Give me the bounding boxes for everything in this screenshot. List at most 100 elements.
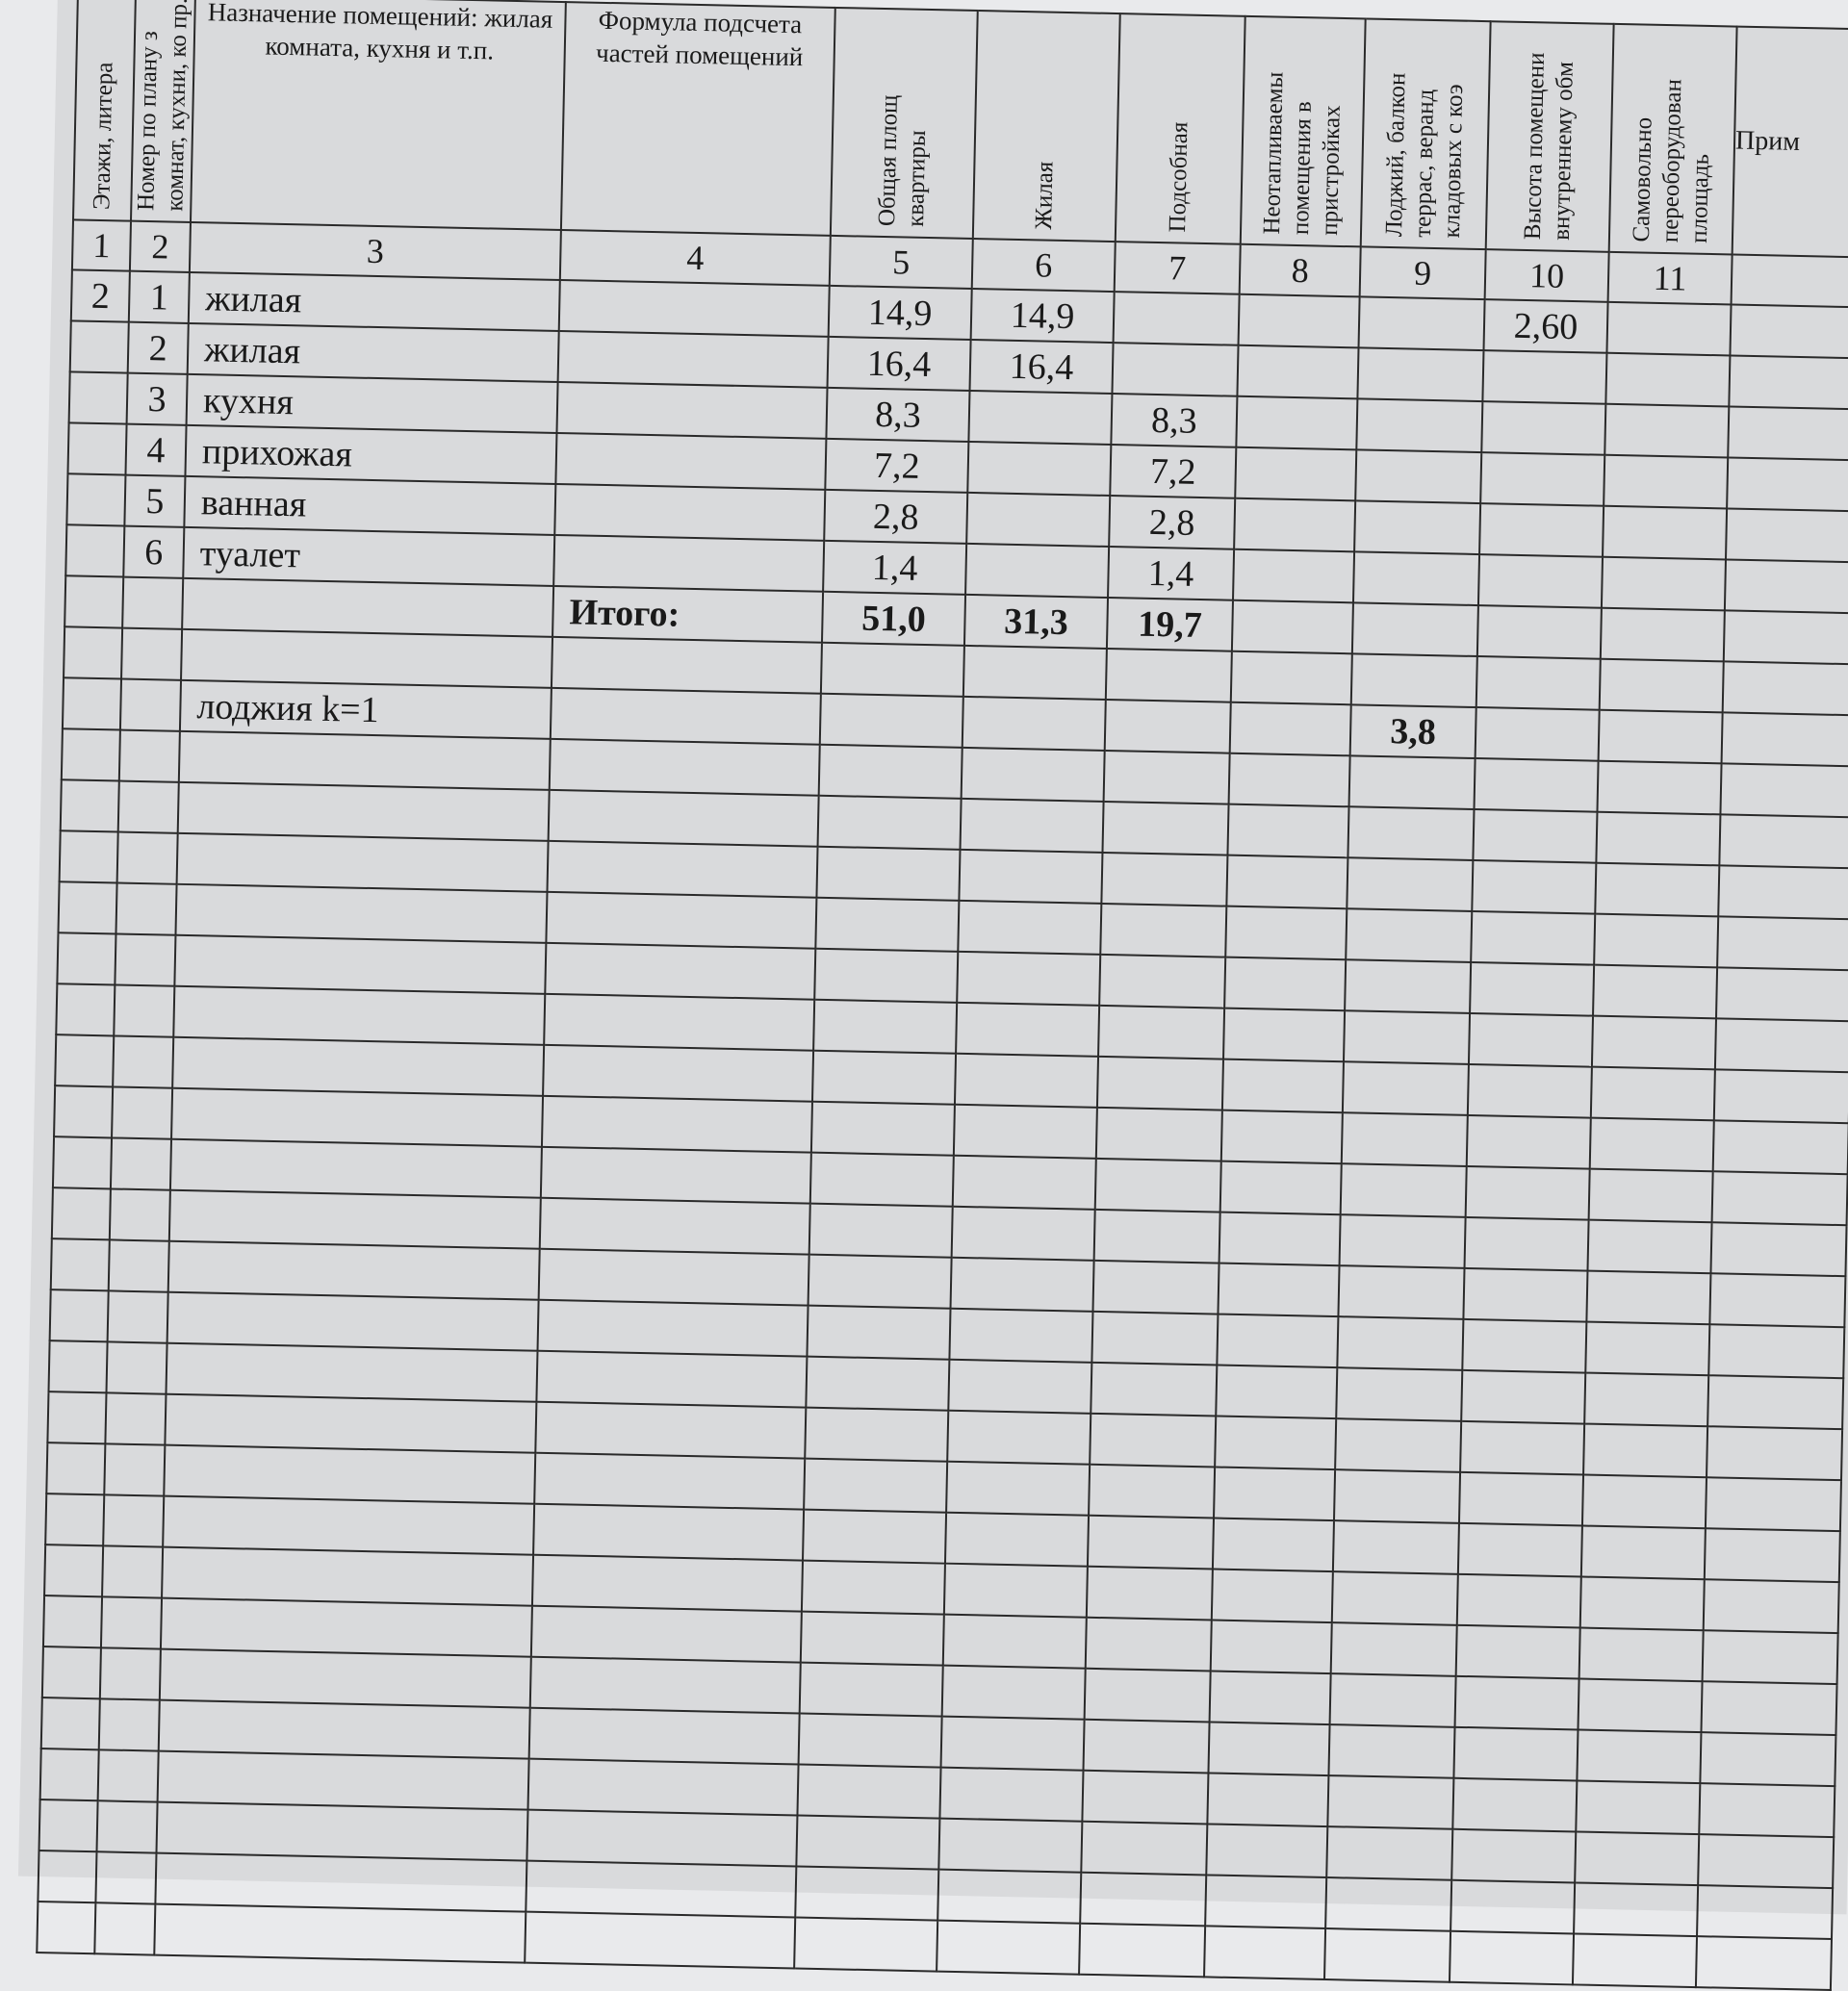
empty-cell (1328, 1724, 1455, 1778)
empty-cell (1714, 1018, 1848, 1073)
empty-cell (113, 1035, 174, 1088)
empty-cell (938, 1818, 1083, 1873)
room-height (1480, 452, 1605, 506)
living-area (967, 441, 1112, 497)
unheated-cell (1238, 294, 1360, 348)
empty-cell (1591, 1015, 1717, 1070)
room-number (119, 678, 182, 731)
empty-cell (1351, 602, 1478, 657)
empty-cell (1701, 1681, 1837, 1736)
empty-cell (528, 1707, 800, 1765)
empty-cell (956, 1002, 1100, 1057)
empty-cell (40, 1697, 100, 1750)
empty-cell (169, 1138, 542, 1198)
empty-cell (41, 1646, 101, 1699)
empty-cell (1081, 1821, 1208, 1876)
empty-cell (158, 1699, 530, 1759)
empty-cell (99, 1647, 161, 1700)
empty-cell (1593, 964, 1718, 1019)
col-number: 5 (829, 235, 973, 289)
unauthorized-cell (1601, 556, 1726, 611)
empty-cell (545, 942, 816, 1000)
empty-cell (948, 1359, 1092, 1414)
formula-cell (557, 330, 829, 388)
totals-label: Итого: (552, 585, 824, 643)
empty-cell (1711, 1171, 1848, 1226)
empty-cell (940, 1716, 1085, 1771)
empty-cell (1587, 1219, 1712, 1274)
empty-cell (96, 1800, 158, 1853)
empty-cell (1347, 857, 1474, 911)
unauthorized-cell (1604, 454, 1729, 509)
empty-cell (1572, 1933, 1698, 1988)
loggia-cell (1354, 500, 1481, 555)
empty-cell (1580, 1525, 1706, 1580)
empty-cell (804, 1458, 948, 1513)
empty-cell (796, 1815, 940, 1870)
empty-cell (177, 781, 550, 841)
empty-cell (1576, 1780, 1701, 1835)
empty-cell (1225, 906, 1348, 960)
unheated-cell (1237, 345, 1359, 399)
empty-cell (798, 1713, 942, 1768)
empty-cell (807, 1305, 951, 1360)
empty-cell (1468, 1012, 1594, 1067)
empty-cell (1476, 656, 1601, 710)
empty-cell (1079, 1923, 1206, 1978)
col-number: 3 (189, 221, 561, 280)
room-height: 2,60 (1483, 299, 1608, 353)
empty-cell (1471, 910, 1596, 965)
empty-cell (1703, 1579, 1839, 1634)
empty-cell (529, 1656, 801, 1714)
empty-cell (1451, 1828, 1577, 1883)
empty-cell (57, 932, 116, 985)
room-purpose: прихожая (185, 424, 557, 484)
empty-cell (1695, 1936, 1832, 1991)
empty-cell (48, 1340, 108, 1393)
empty-cell (1090, 1413, 1217, 1468)
empty-cell (1221, 1059, 1344, 1113)
room-purpose: туалет (183, 526, 555, 586)
empty-cell (820, 642, 964, 697)
empty-cell (47, 1391, 107, 1444)
empty-cell (1216, 1365, 1338, 1419)
empty-cell (1329, 1673, 1456, 1727)
room-number: 2 (127, 321, 189, 374)
empty-cell (1705, 1477, 1841, 1532)
empty-cell (937, 1869, 1082, 1924)
empty-cell (1590, 1066, 1715, 1121)
empty-cell (1217, 1314, 1339, 1368)
empty-cell (540, 1146, 811, 1204)
room-number: 1 (128, 270, 190, 323)
empty-cell (1578, 1627, 1704, 1682)
empty-cell (794, 1917, 938, 1972)
unheated-cell (1235, 447, 1357, 501)
empty-cell (947, 1410, 1091, 1465)
empty-cell (1458, 1471, 1584, 1526)
empty-cell (1595, 862, 1720, 917)
empty-cell (1105, 648, 1232, 702)
empty-cell (1219, 1212, 1341, 1266)
empty-cell (803, 1509, 947, 1564)
empty-cell (949, 1308, 1093, 1363)
empty-cell (95, 1851, 157, 1904)
formula-cell (555, 432, 827, 490)
empty-cell (52, 1136, 113, 1189)
formula-cell (554, 483, 826, 541)
living-area (966, 492, 1111, 547)
empty-cell (56, 983, 116, 1036)
header-unheated: Неотапливаемы помещения в пристройках (1258, 71, 1346, 237)
empty-cell (952, 1155, 1096, 1210)
empty-cell (1464, 1216, 1589, 1271)
empty-cell (543, 1044, 814, 1102)
empty-cell (1450, 1879, 1576, 1934)
empty-cell (1457, 1522, 1582, 1577)
total-area: 16,4 (827, 336, 971, 391)
empty-cell (1348, 755, 1476, 810)
empty-cell (1208, 1722, 1330, 1776)
empty-cell (1348, 806, 1475, 860)
empty-cell (1583, 1423, 1708, 1478)
header-loggias: Лоджий, балкон террас, веранд кладовых с… (1380, 72, 1469, 239)
empty-cell (1092, 1260, 1219, 1315)
empty-cell (1449, 1930, 1575, 1985)
